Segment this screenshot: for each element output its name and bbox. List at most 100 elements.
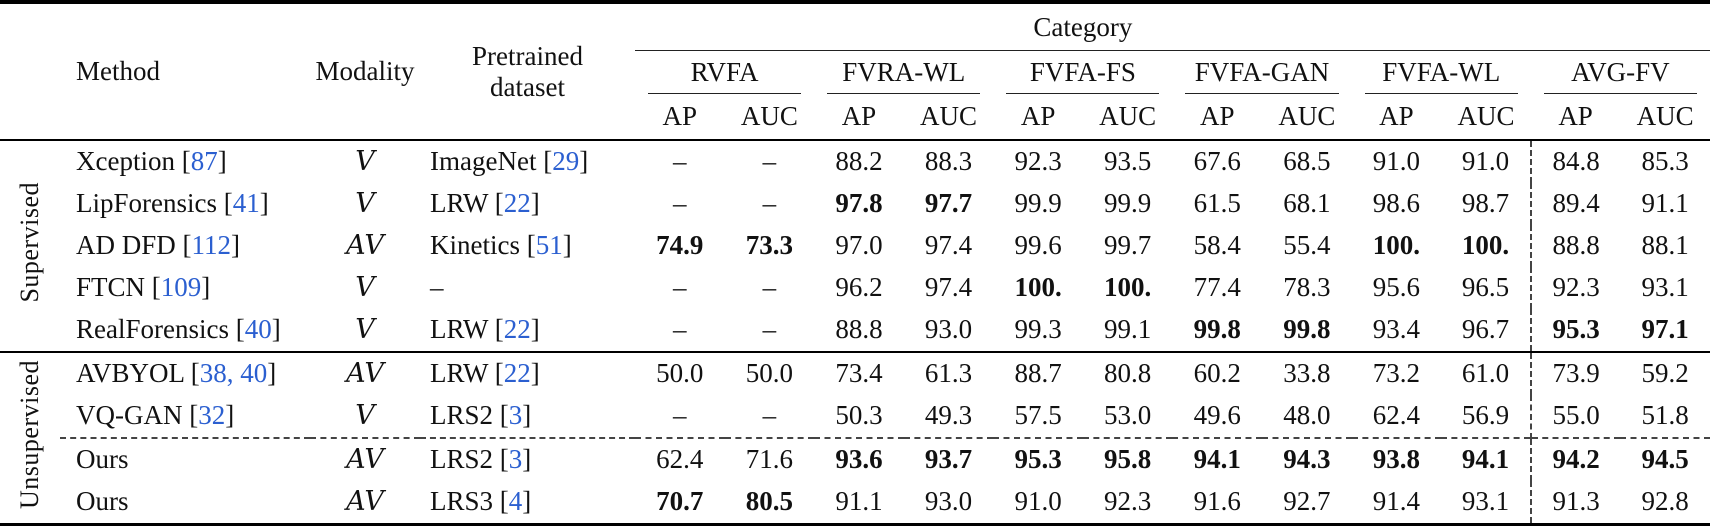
cell-fvfa-wl-ap: 95.6	[1372, 272, 1421, 303]
modality-cell: V	[355, 272, 375, 304]
cell-fvfa-gan-ap: 99.8	[1193, 314, 1241, 345]
group-header-fvra-wl: FVRA-WL	[814, 50, 993, 94]
cell-fvfa-wl-ap: 91.0	[1372, 146, 1421, 177]
method-name: Xception	[76, 146, 175, 177]
pretrained-name: LRS2	[430, 444, 494, 475]
cell-avg-fv-auc: 92.8	[1641, 486, 1689, 517]
group-header-avg-fv: AVG-FV	[1531, 50, 1710, 94]
category-header-extension	[1530, 2, 1710, 51]
cell-fvra-wl-ap: 97.8	[835, 188, 883, 219]
table-header: Method Modality Pretrained dataset Categ…	[0, 2, 1710, 141]
cell-fvra-wl-ap: 88.2	[835, 146, 883, 177]
cell-fvfa-gan-auc: 94.3	[1262, 437, 1352, 481]
citation-link[interactable]: 51	[535, 230, 563, 261]
cell-avg-fv-ap: 88.8	[1529, 225, 1621, 267]
citation-link[interactable]: 32	[198, 400, 226, 431]
pretrained-name: Kinetics	[430, 230, 520, 261]
cell-rvfa-auc: –	[762, 146, 777, 177]
citation-link[interactable]: 41	[232, 188, 260, 219]
cell-fvfa-gan-ap: 91.6	[1193, 486, 1241, 517]
citation-link[interactable]: 112	[191, 230, 232, 261]
subcol-header-fvfa-gan-ap: AP	[1172, 94, 1263, 141]
subcol-header-fvfa-gan-auc: AUC	[1262, 94, 1352, 141]
cell-fvfa-wl-auc: 96.7	[1461, 314, 1510, 345]
cell-avg-fv-ap: 73.9	[1529, 351, 1621, 395]
cell-fvfa-wl-auc: 91.0	[1461, 146, 1510, 177]
citation-link[interactable]: 3	[508, 444, 523, 475]
citation-link[interactable]: 87	[190, 146, 218, 177]
citation-link[interactable]: 109	[160, 272, 202, 303]
cell-fvra-wl-ap: 97.0	[835, 230, 883, 261]
cell-avg-fv-auc: 85.3	[1641, 146, 1689, 177]
cell-rvfa-auc: –	[762, 400, 777, 431]
cell-fvfa-fs-auc: 95.8	[1082, 437, 1173, 481]
cell-avg-fv-auc: 59.2	[1620, 351, 1710, 395]
cell-fvfa-gan-ap: 67.6	[1193, 146, 1241, 177]
cell-fvfa-fs-ap: 99.9	[1014, 188, 1062, 219]
cell-rvfa-ap: –	[673, 188, 687, 219]
cell-fvfa-wl-ap: 100.	[1372, 230, 1421, 261]
cell-fvra-wl-ap: 91.1	[835, 486, 883, 517]
cell-fvfa-wl-auc: 100.	[1461, 230, 1510, 261]
modality-cell: V	[355, 314, 375, 346]
cell-fvra-wl-ap: 93.6	[814, 437, 904, 481]
pretrained-name: –	[430, 272, 444, 303]
method-cell: Xception [87]	[76, 146, 227, 177]
citation-link[interactable]: 22	[503, 358, 531, 389]
cell-fvra-wl-auc: 97.7	[924, 188, 973, 219]
cell-fvfa-fs-ap: 57.5	[1014, 400, 1062, 431]
cell-fvra-wl-auc: 49.3	[924, 400, 973, 431]
subcol-header-fvfa-fs-ap: AP	[993, 94, 1083, 141]
pretrained-header: Pretrained dataset	[420, 2, 635, 141]
citation-link[interactable]: 38, 40	[199, 358, 268, 389]
modality-cell: V	[355, 146, 375, 178]
cell-fvfa-wl-auc: 93.1	[1461, 486, 1510, 517]
method-name: LipForensics	[76, 188, 217, 219]
citation-link[interactable]: 29	[552, 146, 580, 177]
section-column-header	[0, 2, 60, 141]
subcol-header-fvfa-wl-ap: AP	[1351, 94, 1442, 141]
subcol-header-avg-fv-ap: AP	[1530, 94, 1621, 141]
citation-link[interactable]: 3	[508, 400, 523, 431]
group-header-fvfa-fs: FVFA-FS	[993, 50, 1172, 94]
cell-fvfa-wl-ap: 62.4	[1372, 400, 1421, 431]
cell-avg-fv-ap: 89.4	[1529, 183, 1621, 225]
header-row-groups: RVFA FVRA-WL FVFA-FS FVFA-GAN FVFA-WL AVG-FV	[0, 50, 1710, 94]
cell-fvfa-fs-ap: 99.3	[1014, 314, 1062, 345]
method-name: RealForensics	[76, 314, 229, 345]
cell-fvfa-fs-auc: 93.5	[1104, 146, 1152, 177]
cell-fvfa-gan-auc: 99.8	[1283, 314, 1331, 345]
cell-fvfa-fs-auc: 53.0	[1104, 400, 1152, 431]
cell-fvfa-gan-auc: 55.4	[1283, 230, 1331, 261]
modality-header: Modality	[310, 2, 420, 141]
cell-fvfa-fs-auc: 92.3	[1104, 486, 1152, 517]
method-name: AD DFD	[76, 230, 176, 261]
cell-rvfa-auc: 73.3	[745, 230, 793, 261]
cell-rvfa-ap: 50.0	[635, 351, 725, 395]
cell-avg-fv-auc: 88.1	[1641, 230, 1689, 261]
group-header-rvfa: RVFA	[635, 50, 814, 94]
cell-fvfa-wl-ap: 93.4	[1372, 314, 1421, 345]
cell-fvfa-gan-ap: 94.1	[1172, 437, 1263, 481]
section-label-unsupervised: Unsupervised	[0, 351, 60, 525]
cell-avg-fv-ap: 94.2	[1529, 437, 1621, 481]
method-name: Ours	[76, 444, 129, 475]
cell-rvfa-auc: –	[762, 314, 777, 345]
cell-fvfa-gan-auc: 68.1	[1283, 188, 1331, 219]
citation-link[interactable]: 22	[503, 314, 531, 345]
subcol-header-fvfa-fs-auc: AUC	[1082, 94, 1173, 141]
citation-link[interactable]: 22	[503, 188, 531, 219]
pretrained-name: LRS2	[430, 400, 494, 431]
table-row: RealForensics [40] V LRW [22] – – 88.8 93.0 99.…	[0, 309, 1710, 352]
method-cell: Ours	[60, 437, 310, 481]
subcol-header-avg-fv-auc: AUC	[1620, 94, 1710, 141]
pretrained-name: LRW	[430, 188, 489, 219]
cell-rvfa-ap: 74.9	[656, 230, 704, 261]
citation-link[interactable]: 40	[244, 314, 272, 345]
pretrained-name: LRW	[430, 314, 489, 345]
cell-rvfa-auc: –	[762, 188, 777, 219]
pretrained-name: ImageNet	[430, 146, 537, 177]
citation-link[interactable]: 4	[508, 486, 523, 517]
cell-rvfa-ap: 62.4	[635, 437, 725, 481]
cell-fvfa-wl-ap: 73.2	[1351, 351, 1442, 395]
